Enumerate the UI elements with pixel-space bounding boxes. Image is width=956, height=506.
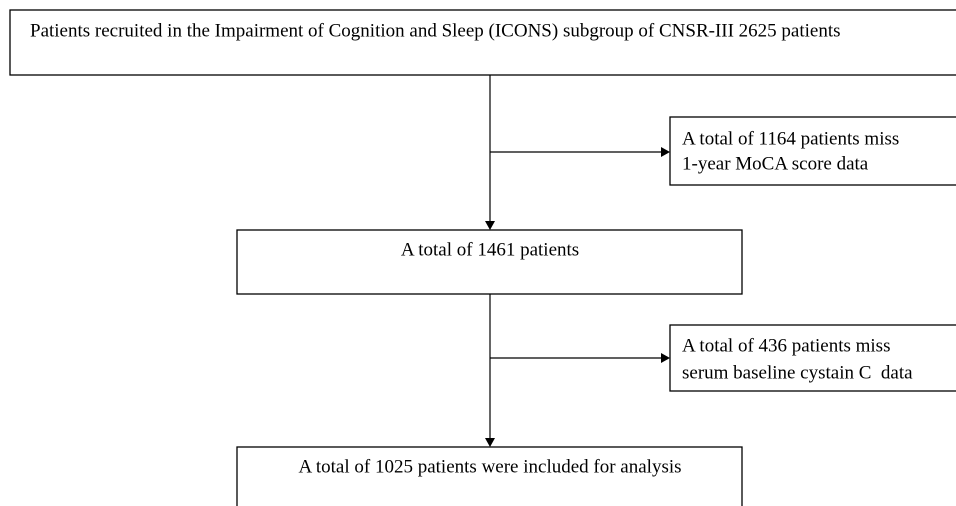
node-label: A total of 1164 patients miss [682, 128, 899, 149]
box-final [236, 446, 743, 506]
node-label: Patients recruited in the Impairment of … [30, 20, 841, 41]
node-label: A total of 436 patients miss [682, 335, 890, 356]
box-exclusion [669, 324, 956, 392]
node-label: serum baseline cystain C data [682, 362, 913, 383]
node-label: 1-year MoCA score data [682, 153, 869, 174]
arrowhead [485, 438, 495, 447]
box-recruited [9, 9, 956, 76]
node-label: A total of 1461 patients [401, 239, 579, 260]
arrowhead [661, 147, 670, 157]
arrowhead [485, 221, 495, 230]
box-exclusion [669, 116, 956, 186]
node-label: A total of 1025 patients were included f… [298, 456, 681, 477]
arrowhead [661, 353, 670, 363]
